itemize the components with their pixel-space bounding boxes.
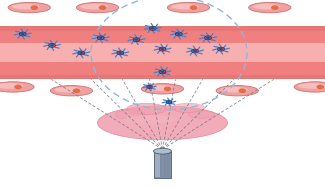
Ellipse shape [31,5,38,10]
Circle shape [218,47,224,51]
Circle shape [50,44,54,46]
Circle shape [78,51,84,55]
Ellipse shape [253,4,280,9]
Ellipse shape [188,111,215,118]
Circle shape [20,32,26,36]
Circle shape [147,85,152,88]
Ellipse shape [73,88,80,93]
Circle shape [176,32,182,36]
Ellipse shape [164,87,171,91]
Bar [0,26,325,31]
Circle shape [150,26,156,30]
Bar [0,43,325,62]
Ellipse shape [190,5,197,10]
Ellipse shape [141,84,184,94]
Ellipse shape [220,87,248,93]
Ellipse shape [317,85,324,89]
Circle shape [151,27,155,29]
Bar [0,26,325,79]
Bar [153,151,172,178]
Ellipse shape [249,2,291,13]
Ellipse shape [127,103,166,115]
Ellipse shape [115,110,145,119]
Ellipse shape [216,85,258,96]
Bar [0,75,325,79]
Ellipse shape [80,4,108,9]
Ellipse shape [99,5,106,10]
Circle shape [159,70,166,74]
Circle shape [49,43,55,47]
Ellipse shape [54,87,82,93]
Circle shape [206,37,210,39]
Ellipse shape [167,2,210,13]
Circle shape [168,101,170,103]
Bar [155,152,160,177]
Circle shape [79,52,83,54]
Circle shape [135,39,138,41]
Ellipse shape [294,82,325,92]
Circle shape [219,48,223,50]
Ellipse shape [145,85,173,91]
Ellipse shape [12,4,40,9]
Ellipse shape [98,106,228,140]
Circle shape [166,101,172,104]
Ellipse shape [172,103,205,113]
Circle shape [148,86,151,88]
Ellipse shape [50,85,93,96]
Circle shape [99,37,103,39]
Circle shape [192,49,198,53]
Ellipse shape [0,83,23,89]
Ellipse shape [298,83,325,89]
Ellipse shape [239,88,246,93]
Circle shape [205,36,211,40]
Ellipse shape [171,4,199,9]
Ellipse shape [14,85,22,89]
Circle shape [98,36,104,40]
Ellipse shape [124,115,176,124]
Ellipse shape [153,148,172,154]
Ellipse shape [76,2,119,13]
Circle shape [177,33,181,35]
Circle shape [133,38,140,42]
Circle shape [161,48,164,50]
Ellipse shape [8,2,50,13]
Circle shape [161,71,164,73]
Circle shape [21,33,25,35]
Ellipse shape [0,82,34,92]
Circle shape [193,50,197,52]
Circle shape [159,47,166,51]
Ellipse shape [271,5,279,10]
Circle shape [118,52,122,54]
Circle shape [117,51,124,55]
